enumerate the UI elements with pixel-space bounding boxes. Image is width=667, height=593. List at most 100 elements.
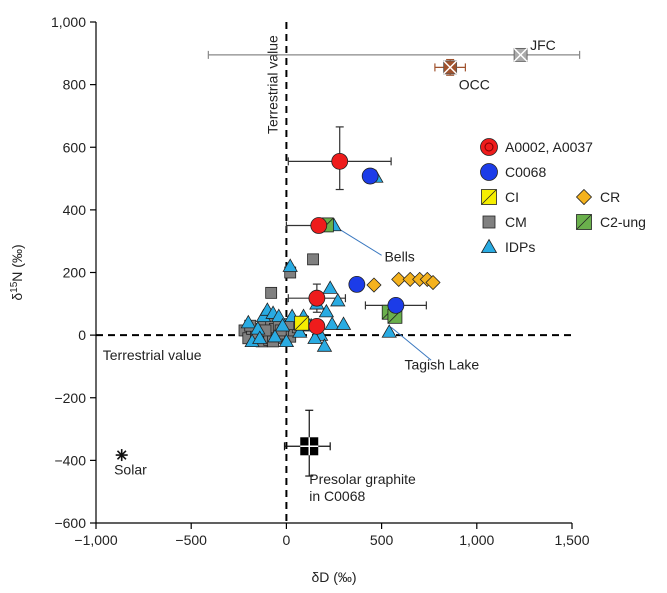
marker-square xyxy=(482,215,496,229)
marker-diagonal xyxy=(294,315,309,331)
annotation-lines-layer xyxy=(335,226,432,361)
marker-triangle xyxy=(330,292,346,307)
x-tick-label: 1,500 xyxy=(554,532,589,548)
data-point-idps xyxy=(267,328,283,343)
data-point-idps xyxy=(324,316,340,330)
data-point-idps xyxy=(307,330,323,344)
data-point-a0002-a0037 xyxy=(310,217,328,234)
tagish-lake-annotation: Tagish Lake xyxy=(404,357,479,373)
marker-triangle xyxy=(381,324,397,338)
data-point-a0002-a0037 xyxy=(331,152,349,170)
legend-item-c0068: C0068 xyxy=(480,163,546,181)
marker-triangle xyxy=(274,317,291,332)
legend-label: CI xyxy=(505,189,519,205)
marker-diamond xyxy=(425,274,441,291)
y-tick-label: 800 xyxy=(63,77,87,93)
y-tick-label: 400 xyxy=(63,202,87,218)
marker-triangle xyxy=(335,316,352,330)
solar-label: Solar xyxy=(114,461,147,477)
y-tick-label: 200 xyxy=(63,265,87,281)
reference-lines-layer: Terrestrial value Terrestrial value xyxy=(96,22,572,523)
legend-label: C2-ung xyxy=(600,214,646,230)
reference-label-horizontal: Terrestrial value xyxy=(103,347,202,363)
marker-circle xyxy=(361,167,379,185)
marker-square xyxy=(265,286,278,299)
legend-label: CR xyxy=(600,189,620,205)
marker-triangle xyxy=(278,333,295,348)
y-axis-label-superscript: 15 xyxy=(9,281,20,293)
marker-circle xyxy=(308,289,326,307)
x-tick-label: 500 xyxy=(370,532,394,548)
legend-item-idps: IDPs xyxy=(480,238,535,255)
presolar-label-line1: Presolar graphite xyxy=(309,471,416,487)
data-point-cr xyxy=(366,277,382,293)
legend-item-ci: CI xyxy=(481,189,519,205)
marker-triangle xyxy=(252,330,268,344)
x-tick-label: −500 xyxy=(175,532,207,548)
axes-layer: −1,000 −500 0 500 1,000 1,500 −600 −400 −200 0 200… xyxy=(9,14,590,585)
marker-triangle xyxy=(318,303,335,318)
marker-circle xyxy=(331,152,349,170)
legend-marker-ring xyxy=(484,142,494,152)
occ-label: OCC xyxy=(459,76,490,92)
legend-label: CM xyxy=(505,214,527,230)
legend-marker xyxy=(480,138,498,156)
data-point-idps xyxy=(274,317,291,332)
data-point-idps xyxy=(252,330,268,344)
data-point-ci xyxy=(294,315,310,331)
x-tick-label: −1,000 xyxy=(74,532,117,548)
data-point-idps xyxy=(278,333,295,348)
legend-marker xyxy=(480,163,498,181)
data-point-solar xyxy=(115,449,128,462)
data-point-c0068 xyxy=(387,296,405,314)
y-axis-label-part: N (‰) xyxy=(9,244,25,281)
legend-item-a0002-a0037: A0002, A0037 xyxy=(480,138,593,156)
marker-circle xyxy=(310,217,328,234)
data-point-cr xyxy=(391,271,407,287)
bells-annotation: Bells xyxy=(384,249,414,265)
y-axis-label-part: δ xyxy=(9,293,25,301)
data-point-presolar-graphite-in-c0068 xyxy=(300,437,319,456)
data-point-idps xyxy=(322,280,338,294)
marker-circle xyxy=(348,275,366,293)
y-tick-label: 600 xyxy=(63,139,87,155)
data-point-cm xyxy=(265,286,278,299)
points-layer xyxy=(115,47,528,462)
legend-label: A0002, A0037 xyxy=(505,139,593,155)
marker-cross-b xyxy=(513,47,528,62)
data-point-idps xyxy=(335,316,352,330)
marker-diamond xyxy=(366,277,382,293)
legend-label: IDPs xyxy=(505,239,535,255)
legend-marker xyxy=(480,238,498,254)
marker-triangle xyxy=(480,238,498,254)
legend-item-c2-ung: C2-ung xyxy=(576,214,646,230)
marker-triangle xyxy=(324,316,340,330)
legend-item-cm: CM xyxy=(482,214,527,230)
marker-diamond xyxy=(391,271,407,287)
legend-marker xyxy=(576,214,592,230)
reference-label-vertical: Terrestrial value xyxy=(264,35,280,134)
data-point-a0002-a0037 xyxy=(308,289,326,307)
tagish-leader-line xyxy=(390,326,432,361)
x-axis-label: δD (‰) xyxy=(311,569,356,585)
data-point-idps xyxy=(316,338,333,352)
bells-leader-line xyxy=(335,226,382,256)
legend: A0002, A0037 C0068 CI CR CM C2-ung IDPs xyxy=(480,138,646,255)
data-point-idps xyxy=(381,324,397,338)
marker-diagonal xyxy=(576,214,592,230)
jfc-label: JFC xyxy=(530,37,556,53)
legend-marker xyxy=(482,215,496,229)
data-point-idps xyxy=(318,303,335,318)
text-layer: Bells Tagish Lake JFC OCC Solar Presolar grap… xyxy=(114,37,556,504)
data-point-a0002-a0037 xyxy=(308,317,326,335)
presolar-label-line2: in C0068 xyxy=(309,488,365,504)
y-tick-label: 0 xyxy=(78,327,86,343)
data-point-c0068 xyxy=(361,167,379,185)
marker-triangle xyxy=(307,330,323,344)
marker-diagonal xyxy=(481,189,497,205)
legend-marker xyxy=(481,189,497,205)
data-point-cm xyxy=(307,253,319,266)
data-point-c0068 xyxy=(348,275,366,293)
marker-circle xyxy=(387,296,405,314)
